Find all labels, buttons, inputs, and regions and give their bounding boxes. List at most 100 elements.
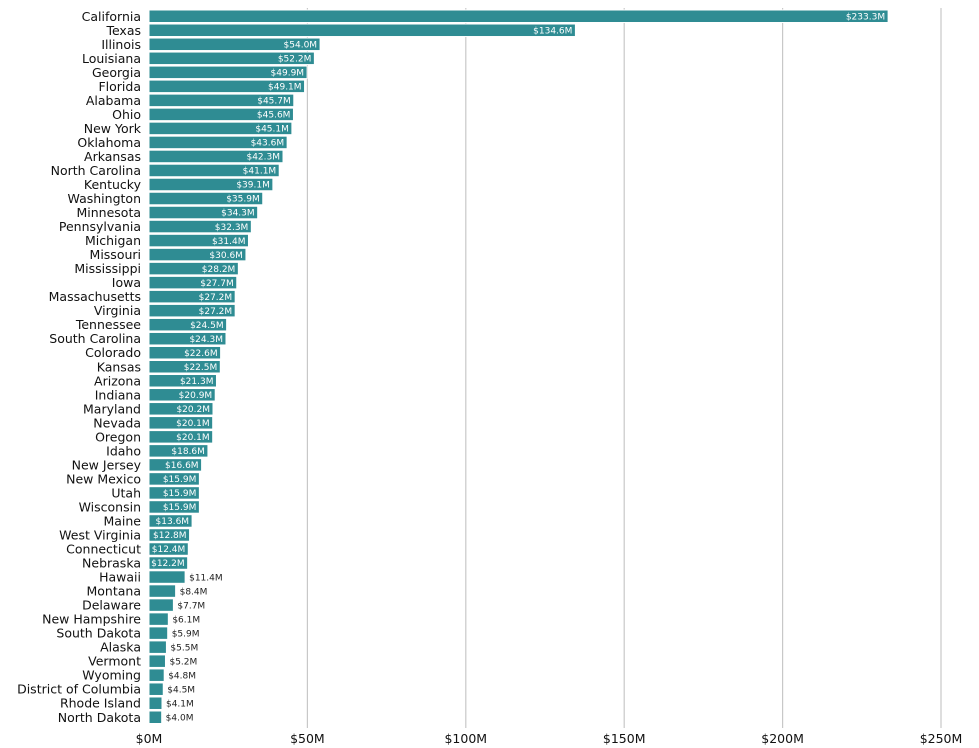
data-label: $45.7M xyxy=(257,97,291,107)
category-label: Wyoming xyxy=(82,668,141,683)
data-label: $32.3M xyxy=(215,223,249,233)
category-label: Massachusetts xyxy=(49,289,141,304)
bar xyxy=(148,93,295,108)
data-label: $15.9M xyxy=(163,503,197,513)
category-label: Alabama xyxy=(86,93,141,108)
bar xyxy=(148,416,214,430)
data-label: $4.8M xyxy=(168,671,196,681)
data-label: $35.9M xyxy=(226,195,260,205)
data-label: $20.1M xyxy=(176,433,210,443)
data-label: $8.4M xyxy=(180,587,208,597)
category-label: Indiana xyxy=(95,387,141,402)
data-label: $5.9M xyxy=(172,629,200,639)
category-label: Oregon xyxy=(95,429,141,444)
bar xyxy=(148,9,889,23)
data-label: $28.2M xyxy=(202,265,236,275)
bar xyxy=(148,654,166,668)
data-label: $43.6M xyxy=(251,139,285,149)
bar xyxy=(148,682,164,696)
data-label: $7.7M xyxy=(177,601,205,611)
data-label: $49.1M xyxy=(268,83,302,93)
category-label: Tennessee xyxy=(75,317,141,332)
category-label: New Hampshire xyxy=(42,612,141,627)
data-label: $27.7M xyxy=(200,279,234,289)
category-label: Colorado xyxy=(85,345,141,360)
bar xyxy=(148,640,167,654)
category-label: Connecticut xyxy=(66,542,141,557)
bar xyxy=(148,233,249,248)
data-label: $24.3M xyxy=(189,335,223,345)
category-label: Washington xyxy=(68,191,141,206)
data-label: $52.2M xyxy=(278,55,312,65)
x-tick-label: $150M xyxy=(603,731,646,746)
bar xyxy=(148,668,165,682)
category-label: Alaska xyxy=(100,640,141,655)
data-label: $34.3M xyxy=(221,209,255,219)
bar xyxy=(148,65,308,80)
bar xyxy=(148,626,169,640)
category-label: Vermont xyxy=(88,654,141,669)
category-label: Missouri xyxy=(90,247,141,262)
x-tick-label: $100M xyxy=(444,731,487,746)
bar xyxy=(148,261,239,276)
category-label: Utah xyxy=(111,485,141,500)
data-label: $27.2M xyxy=(199,293,233,303)
data-label: $11.4M xyxy=(189,573,223,583)
bar xyxy=(148,219,252,234)
category-label: New Mexico xyxy=(66,471,141,486)
data-label: $49.9M xyxy=(271,69,305,79)
category-label: South Dakota xyxy=(56,626,141,641)
category-label: Georgia xyxy=(92,65,141,80)
data-label: $45.1M xyxy=(255,125,289,135)
bar xyxy=(148,289,236,304)
data-label: $4.1M xyxy=(166,699,194,709)
data-label: $30.6M xyxy=(209,251,243,261)
data-label: $13.6M xyxy=(156,517,190,527)
data-label: $134.6M xyxy=(533,26,572,36)
bar xyxy=(148,360,221,374)
bar xyxy=(148,612,169,626)
data-label: $54.0M xyxy=(284,40,318,50)
bar xyxy=(148,303,236,318)
category-label: Kentucky xyxy=(84,177,142,192)
bar xyxy=(148,374,217,388)
data-label: $20.1M xyxy=(176,419,210,429)
x-tick-label: $0M xyxy=(136,731,163,746)
category-label: New Jersey xyxy=(72,457,142,472)
data-label: $233.3M xyxy=(846,12,885,22)
bar xyxy=(148,528,191,542)
data-label: $16.6M xyxy=(165,461,199,471)
bar xyxy=(148,458,203,472)
category-label: Louisiana xyxy=(82,51,141,66)
bar xyxy=(148,486,200,500)
bar xyxy=(148,317,228,332)
data-label: $22.5M xyxy=(184,363,218,373)
category-label: West Virginia xyxy=(59,527,141,542)
x-tick-label: $200M xyxy=(761,731,804,746)
data-label: $31.4M xyxy=(212,237,246,247)
category-label: California xyxy=(82,9,141,24)
category-label: Iowa xyxy=(112,275,141,290)
data-label: $12.4M xyxy=(152,545,186,555)
category-label: Florida xyxy=(98,79,141,94)
category-label: Maryland xyxy=(83,401,141,416)
category-label: Hawaii xyxy=(99,570,141,585)
bar xyxy=(148,598,174,612)
category-label: Illinois xyxy=(101,37,141,52)
data-label: $6.1M xyxy=(172,615,200,625)
bar xyxy=(148,542,189,556)
data-label: $12.2M xyxy=(151,559,185,569)
bar xyxy=(148,556,189,570)
x-tick-label: $50M xyxy=(290,731,325,746)
data-label: $39.1M xyxy=(236,181,270,191)
category-label: Virginia xyxy=(94,303,141,318)
bar xyxy=(148,191,264,206)
category-label: Texas xyxy=(105,23,141,38)
data-label: $24.5M xyxy=(190,321,224,331)
bar xyxy=(148,37,321,52)
category-label: District of Columbia xyxy=(17,682,141,697)
category-label: Montana xyxy=(87,584,142,599)
data-label: $20.2M xyxy=(176,405,210,415)
bar xyxy=(148,79,306,94)
